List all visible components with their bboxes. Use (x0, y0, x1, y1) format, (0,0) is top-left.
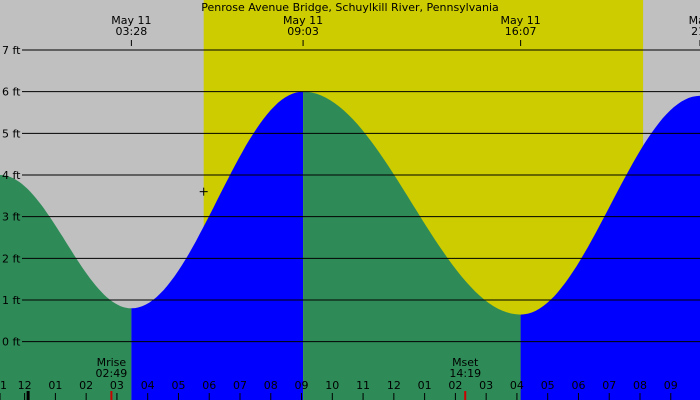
x-tick-label: 02 (448, 379, 462, 392)
midnight-marker (26, 391, 30, 400)
tide-event-date: May (689, 14, 700, 27)
x-tick-label: 11 (0, 379, 7, 392)
moon-event-name: Mset (452, 356, 479, 369)
tide-event-time: 03:28 (116, 25, 148, 38)
x-tick-label: 12 (18, 379, 32, 392)
x-tick-label: 09 (295, 379, 309, 392)
tide-event-time: 16:07 (505, 25, 537, 38)
x-tick-label: 07 (602, 379, 616, 392)
x-tick-label: 04 (510, 379, 524, 392)
tide-event-time: 09:03 (287, 25, 319, 38)
x-tick-label: 09 (664, 379, 678, 392)
y-tick-label: 4 ft (2, 169, 21, 182)
x-tick-label: 10 (325, 379, 339, 392)
y-tick-label: 3 ft (2, 211, 21, 224)
moon-event-time: 14:19 (449, 367, 481, 380)
x-tick-label: 08 (633, 379, 647, 392)
y-axis-labels: 0 ft 1 ft 2 ft 3 ft 4 ft 5 ft 6 ft 7 ft (2, 44, 21, 349)
tide-event-date: May 11 (283, 14, 323, 27)
y-tick-label: 7 ft (2, 44, 21, 57)
x-tick-label: 11 (356, 379, 370, 392)
tide-event-date: May 11 (500, 14, 540, 27)
x-axis-ticks: 11 12 01 02 03 04 05 06 07 08 09 10 11 12 01 02 03 04 05 06… (0, 379, 678, 400)
y-tick-label: 0 ft (2, 336, 21, 349)
y-tick-label: 5 ft (2, 127, 21, 140)
sunrise-marker (199, 187, 208, 196)
x-tick-label: 02 (79, 379, 93, 392)
x-tick-label: 05 (171, 379, 185, 392)
moon-event-time: 02:49 (96, 367, 128, 380)
chart-title: Penrose Avenue Bridge, Schuylkill River,… (201, 1, 499, 14)
tide-segment-falling-0 (0, 175, 132, 400)
x-tick-label: 01 (418, 379, 432, 392)
x-tick-label: 12 (387, 379, 401, 392)
moon-event-name: Mrise (97, 356, 127, 369)
x-tick-label: 01 (48, 379, 62, 392)
tide-segment-rising-1 (131, 91, 304, 400)
tide-area (0, 91, 700, 400)
grid-lines (22, 49, 700, 343)
x-tick-label: 04 (141, 379, 155, 392)
tide-segment-rising-3 (520, 95, 700, 400)
x-tick-label: 03 (479, 379, 493, 392)
tide-event-date: May 11 (111, 14, 151, 27)
x-tick-label: 05 (541, 379, 555, 392)
x-tick-label: 08 (264, 379, 278, 392)
x-tick-label: 07 (233, 379, 247, 392)
x-tick-label: 03 (110, 379, 124, 392)
y-tick-label: 2 ft (2, 252, 21, 265)
y-tick-label: 1 ft (2, 294, 21, 307)
y-tick-label: 6 ft (2, 86, 21, 99)
tide-event-time: 21: (691, 25, 700, 38)
tide-segment-falling-2 (303, 91, 521, 400)
x-tick-label: 06 (571, 379, 585, 392)
x-tick-label: 06 (202, 379, 216, 392)
